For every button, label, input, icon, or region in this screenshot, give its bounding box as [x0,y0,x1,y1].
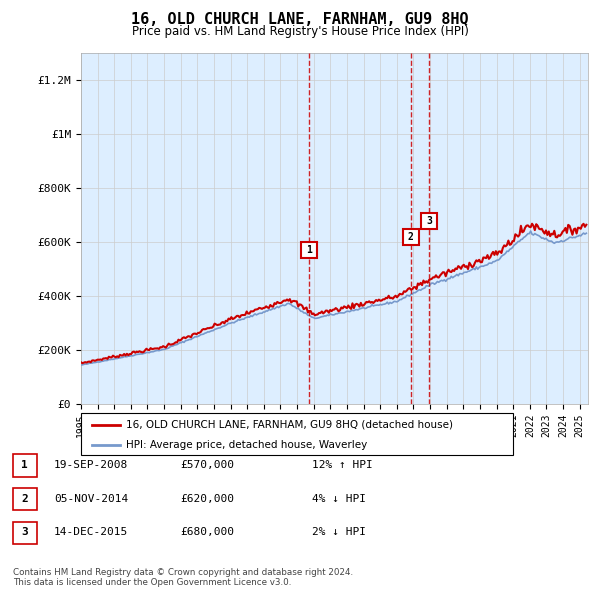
Text: 2: 2 [21,494,28,503]
Text: 2: 2 [408,232,414,242]
Text: Contains HM Land Registry data © Crown copyright and database right 2024.
This d: Contains HM Land Registry data © Crown c… [13,568,353,587]
Text: £570,000: £570,000 [180,460,234,470]
Text: 3: 3 [21,527,28,537]
Text: HPI: Average price, detached house, Waverley: HPI: Average price, detached house, Wave… [127,440,368,450]
Text: 16, OLD CHURCH LANE, FARNHAM, GU9 8HQ (detached house): 16, OLD CHURCH LANE, FARNHAM, GU9 8HQ (d… [127,420,454,430]
Text: 2% ↓ HPI: 2% ↓ HPI [312,527,366,537]
Text: £680,000: £680,000 [180,527,234,537]
Text: 19-SEP-2008: 19-SEP-2008 [54,460,128,470]
Text: 05-NOV-2014: 05-NOV-2014 [54,494,128,503]
Text: 3: 3 [427,215,432,225]
Text: 4% ↓ HPI: 4% ↓ HPI [312,494,366,503]
Text: Price paid vs. HM Land Registry's House Price Index (HPI): Price paid vs. HM Land Registry's House … [131,25,469,38]
Text: £620,000: £620,000 [180,494,234,503]
Text: 12% ↑ HPI: 12% ↑ HPI [312,460,373,470]
Text: 16, OLD CHURCH LANE, FARNHAM, GU9 8HQ: 16, OLD CHURCH LANE, FARNHAM, GU9 8HQ [131,12,469,27]
Text: 14-DEC-2015: 14-DEC-2015 [54,527,128,537]
Text: 1: 1 [21,460,28,470]
Text: 1: 1 [306,245,312,255]
FancyBboxPatch shape [81,413,513,455]
